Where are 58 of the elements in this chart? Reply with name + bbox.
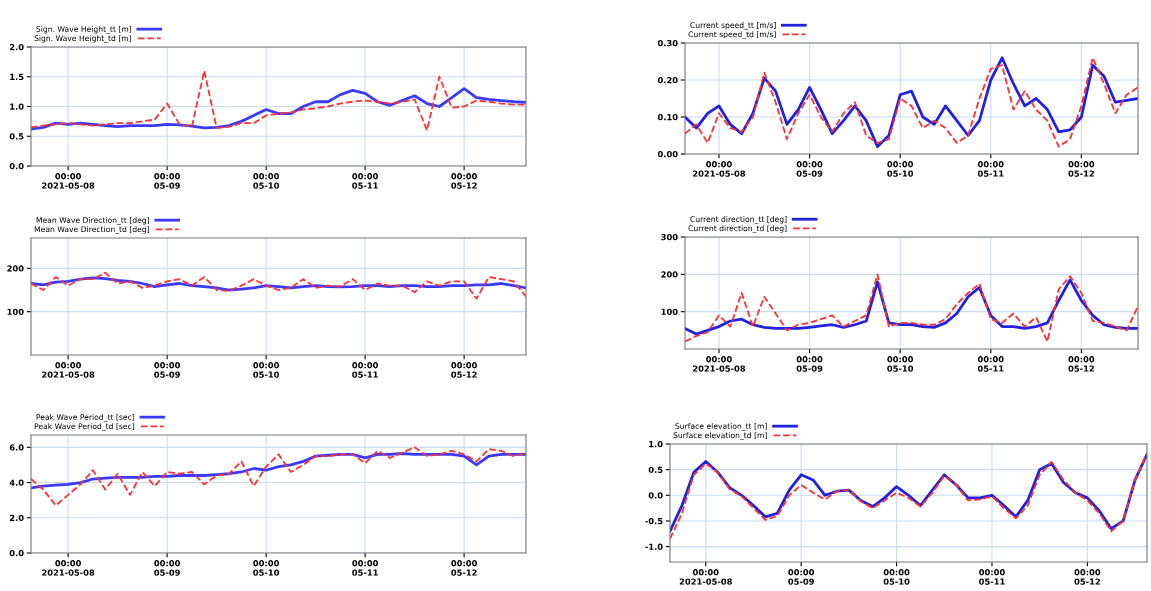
y-tick-label: 0.00 [657,150,678,158]
x-tick-label: 00:00 05-10 [883,569,910,585]
x-tick-label: 00:00 05-12 [1068,356,1095,372]
y-tick-label: 0.0 [9,162,24,170]
y-tick-label: 2.0 [9,514,24,522]
y-tick-label: 200 [7,265,24,272]
y-tick-label: 0.10 [657,113,678,121]
y-tick-label: 1.0 [10,103,24,110]
y-tick-label: 0.0 [648,492,663,499]
y-tick-label: 0.20 [657,76,678,84]
x-tick-label: 00:00 05-11 [977,161,1004,177]
line-series [685,273,1138,343]
y-tick-label: 0.5 [9,133,24,140]
x-tick-label: 00:00 05-11 [352,362,378,378]
x-tick-label: 00:00 05-12 [1074,569,1101,585]
y-tick-label: 6.0 [9,444,24,451]
x-tick-label: 00:00 05-09 [154,173,180,189]
x-tick-label: 00:00 2021-05-08 [692,161,746,177]
y-tick-label: 0.5 [648,466,663,473]
x-tick-label: 00:00 05-12 [451,362,477,378]
x-tick-label: 00:00 05-11 [352,560,378,576]
x-tick-label: 00:00 05-11 [977,356,1004,372]
x-tick-label: 00:00 05-09 [788,569,815,585]
y-tick-label: 300 [661,233,678,241]
x-tick-label: 00:00 05-12 [451,560,477,576]
y-tick-label: 4.0 [9,479,24,486]
y-tick-label: 0.30 [657,39,678,47]
x-tick-label: 00:00 2021-05-08 [42,173,95,189]
x-tick-label: 00:00 05-09 [154,362,180,378]
y-tick-label: 0.0 [9,549,24,557]
y-tick-label: 1.0 [649,440,663,448]
y-tick-label: -1.0 [645,543,663,550]
y-tick-label: 1.5 [10,73,24,81]
x-tick-label: 00:00 05-09 [796,356,823,372]
x-tick-label: 00:00 05-10 [887,161,914,177]
line-series [31,271,526,300]
x-tick-label: 00:00 05-12 [451,173,477,189]
x-tick-label: 00:00 05-10 [253,173,280,189]
x-tick-label: 00:00 05-12 [1068,161,1095,177]
x-tick-label: 00:00 05-10 [253,362,280,378]
x-tick-label: 00:00 05-11 [352,173,378,189]
y-tick-label: -0.5 [645,517,663,525]
x-tick-label: 00:00 2021-05-08 [679,569,732,585]
x-tick-label: 00:00 2021-05-08 [42,560,95,576]
line-series [31,69,526,132]
y-tick-label: 200 [661,271,678,278]
x-tick-label: 00:00 05-10 [253,560,280,576]
x-tick-label: 00:00 05-09 [154,560,180,576]
x-tick-label: 00:00 05-11 [979,569,1005,585]
y-tick-label: 100 [7,308,24,315]
y-tick-label: 2.0 [9,43,24,51]
x-tick-label: 00:00 2021-05-08 [42,362,95,378]
x-tick-label: 00:00 05-09 [796,161,823,177]
y-tick-label: 100 [661,308,678,315]
line-series [685,56,1138,148]
x-tick-label: 00:00 05-10 [887,356,914,372]
line-series [31,446,526,507]
x-tick-label: 00:00 2021-05-08 [692,356,746,372]
